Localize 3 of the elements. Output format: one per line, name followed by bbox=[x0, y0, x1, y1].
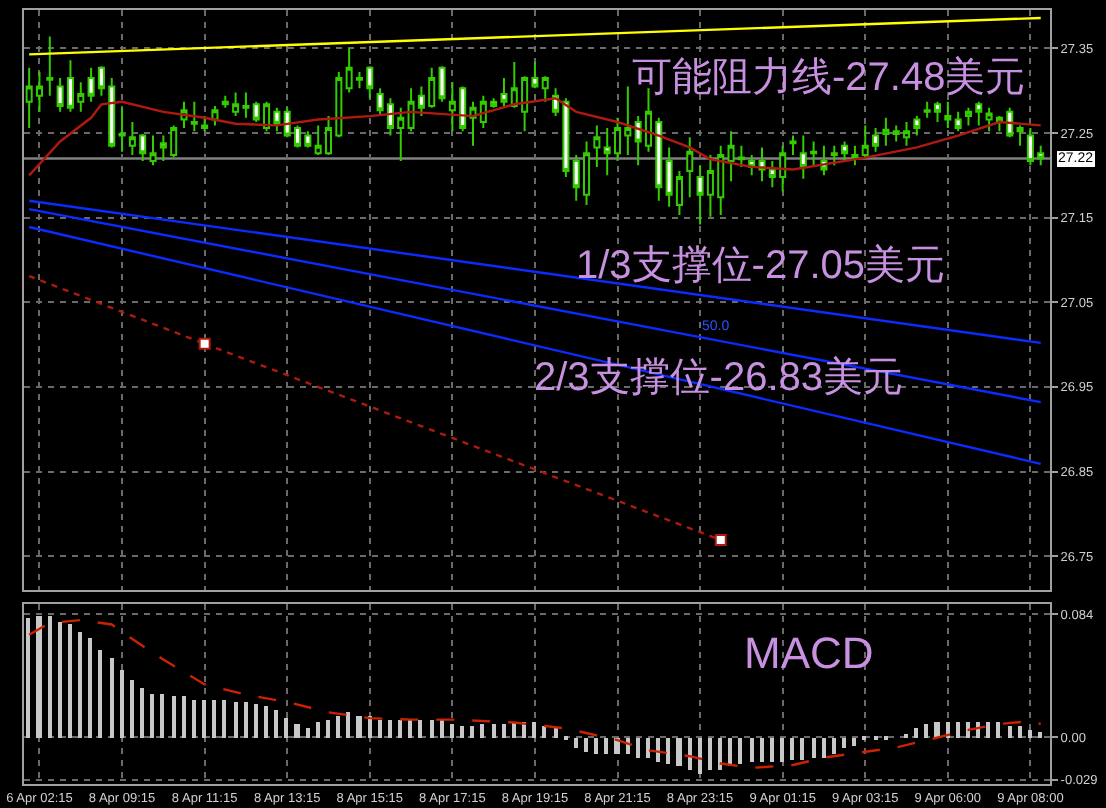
annotation: MACD bbox=[744, 628, 874, 678]
annotation: 1/3支撑位-27.05美元 bbox=[576, 242, 946, 288]
annotation: 可能阻力线-27.48美元 bbox=[632, 54, 1026, 100]
